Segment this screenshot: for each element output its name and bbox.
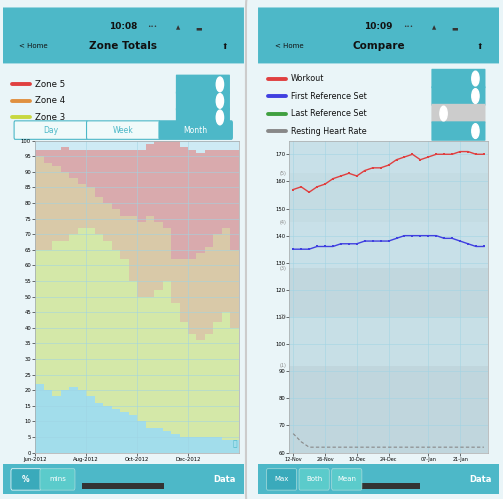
Circle shape [472, 71, 479, 86]
Text: First Reference Set: First Reference Set [291, 91, 366, 100]
FancyBboxPatch shape [159, 121, 232, 139]
Text: Mean: Mean [338, 477, 356, 483]
Bar [3, 464, 244, 494]
FancyBboxPatch shape [176, 108, 230, 127]
FancyBboxPatch shape [40, 469, 75, 490]
Text: Day: Day [43, 126, 58, 135]
Text: Zone Totals: Zone Totals [89, 41, 157, 51]
FancyBboxPatch shape [432, 121, 485, 141]
FancyBboxPatch shape [176, 91, 230, 111]
FancyBboxPatch shape [246, 0, 503, 499]
Text: •••: ••• [147, 24, 157, 29]
Text: Month: Month [184, 126, 208, 135]
Bar [289, 222, 488, 268]
Text: (5): (5) [280, 171, 287, 176]
Text: Week: Week [113, 126, 134, 135]
Text: 10:09: 10:09 [365, 22, 393, 31]
Bar [258, 464, 499, 494]
Text: ⓘ: ⓘ [232, 439, 237, 448]
Circle shape [472, 124, 479, 138]
Text: ⬆: ⬆ [221, 42, 228, 51]
Bar [289, 141, 488, 173]
Text: < Home: < Home [20, 43, 48, 49]
Text: < Home: < Home [275, 43, 304, 49]
Text: •••: ••• [403, 24, 413, 29]
Text: (1): (1) [280, 363, 287, 368]
Text: Both: Both [306, 477, 322, 483]
FancyBboxPatch shape [3, 7, 244, 63]
Circle shape [216, 77, 223, 92]
FancyBboxPatch shape [432, 104, 485, 123]
Circle shape [472, 89, 479, 103]
Text: ⬆: ⬆ [477, 42, 483, 51]
Circle shape [216, 110, 223, 125]
Text: Workout: Workout [291, 74, 324, 83]
Text: Data: Data [213, 475, 236, 484]
FancyBboxPatch shape [87, 121, 160, 139]
FancyBboxPatch shape [176, 75, 230, 94]
FancyBboxPatch shape [267, 469, 297, 490]
Text: Zone 5: Zone 5 [35, 80, 65, 89]
Text: %: % [22, 475, 30, 484]
FancyBboxPatch shape [331, 469, 362, 490]
Text: ▲: ▲ [432, 25, 436, 30]
Text: (2): (2) [280, 314, 287, 319]
Text: mins: mins [49, 477, 66, 483]
Text: (3): (3) [280, 265, 287, 270]
Bar [338, 484, 420, 489]
Bar [289, 317, 488, 366]
Text: Compare: Compare [353, 41, 405, 51]
FancyBboxPatch shape [14, 121, 88, 139]
Bar [82, 484, 164, 489]
FancyBboxPatch shape [432, 86, 485, 106]
Text: (4): (4) [280, 220, 287, 225]
Text: 10:08: 10:08 [109, 22, 137, 31]
FancyBboxPatch shape [299, 469, 329, 490]
Text: Zone 3: Zone 3 [35, 113, 65, 122]
FancyBboxPatch shape [258, 7, 499, 63]
FancyBboxPatch shape [11, 469, 41, 490]
Text: Last Reference Set: Last Reference Set [291, 109, 366, 118]
Text: Zone 4: Zone 4 [35, 96, 65, 105]
Text: ▲: ▲ [177, 25, 181, 30]
Circle shape [216, 93, 223, 108]
FancyBboxPatch shape [432, 69, 485, 88]
Text: Max: Max [275, 477, 289, 483]
Circle shape [440, 106, 447, 121]
Bar [289, 366, 488, 453]
Text: ▬: ▬ [196, 25, 202, 31]
Bar [289, 173, 488, 222]
Text: Data: Data [469, 475, 491, 484]
Text: ▬: ▬ [451, 25, 458, 31]
Text: Resting Heart Rate: Resting Heart Rate [291, 127, 366, 136]
FancyBboxPatch shape [0, 0, 256, 499]
Bar [289, 268, 488, 317]
